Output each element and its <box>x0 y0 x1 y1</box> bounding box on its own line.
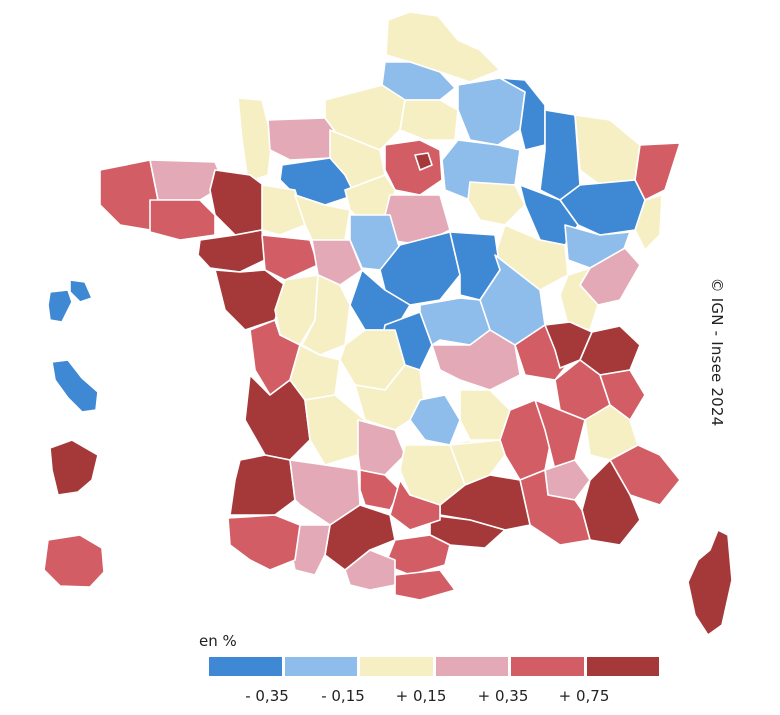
legend-swatch-3 <box>360 657 433 676</box>
region-lozere <box>449 439 506 486</box>
region-moselle <box>574 114 641 186</box>
region-pyrenees-orientales <box>394 569 456 601</box>
region-maine-et-loire <box>261 234 319 281</box>
region-hautes-alpes <box>599 369 646 421</box>
legend-tick-1: - 0,35 <box>245 687 289 705</box>
region-ille-et-vilaine <box>209 169 271 236</box>
region-vaucluse <box>544 459 591 501</box>
legend-tick-5: + 0,75 <box>558 687 610 705</box>
region-corse <box>687 529 733 636</box>
region-jura <box>559 267 599 331</box>
region-orne <box>279 157 356 206</box>
region-nord <box>385 11 501 83</box>
region-bdr <box>519 469 591 546</box>
legend-tick-2: - 0,15 <box>321 687 365 705</box>
region-vienne <box>301 274 351 356</box>
region-loire <box>431 329 521 391</box>
legend-swatch-2 <box>284 657 357 676</box>
legend-swatch-6 <box>586 657 659 676</box>
region-manche <box>237 97 273 183</box>
region-mayenne <box>261 184 306 236</box>
legend-swatch-4 <box>435 657 508 676</box>
region-landes <box>229 454 296 516</box>
region-loire-atlantique <box>197 229 266 273</box>
region-pyrenees-atlantiques <box>227 514 301 571</box>
region-paris <box>414 152 433 171</box>
region-marne <box>467 181 526 226</box>
region-meuse <box>539 109 581 201</box>
region-ardennes <box>499 77 546 151</box>
legend-title: en % <box>199 632 237 650</box>
region-martinique <box>51 359 99 413</box>
legend-swatch-1 <box>209 657 282 676</box>
legend-tick-3: + 0,15 <box>395 687 447 705</box>
region-guadeloupe <box>47 279 93 323</box>
region-correze <box>354 364 426 431</box>
region-ariege <box>344 549 396 591</box>
legend-swatch-5 <box>511 657 584 676</box>
region-aisne <box>457 77 526 146</box>
copyright-credit: © IGN - Insee 2024 <box>708 277 726 427</box>
legend-tick-4: + 0,35 <box>477 687 529 705</box>
region-haute-garonne <box>324 504 396 571</box>
region-morbihan <box>149 199 216 241</box>
region-dordogne <box>304 394 366 466</box>
legend-bar <box>209 657 659 676</box>
region-guyane <box>49 439 99 496</box>
region-indre-et-loire <box>311 239 363 286</box>
region-tarn-et-garonne <box>359 469 401 511</box>
region-oise <box>399 99 459 141</box>
mainland-france <box>99 11 681 601</box>
region-reunion <box>43 534 105 588</box>
region-bas-rhin <box>634 142 681 201</box>
